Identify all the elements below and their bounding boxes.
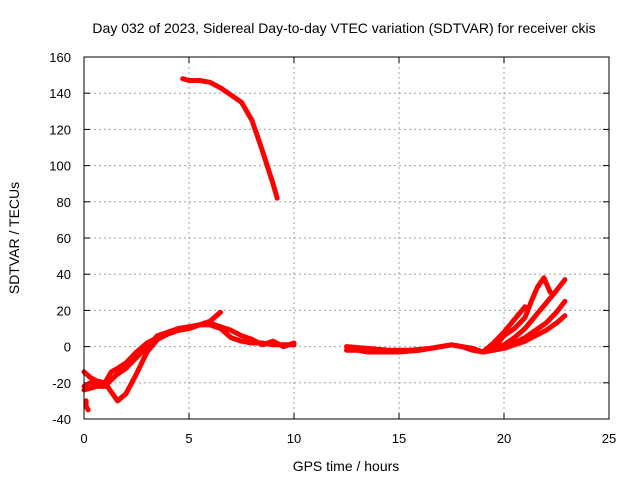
- axis-ticks: 0 5 10 15 20 25 -40 -20 0 20 40 60 80 100 120 140 160: [49, 50, 616, 446]
- x-axis-label: GPS time / hours: [293, 458, 400, 474]
- y-tick-label: 160: [49, 50, 71, 65]
- data-series: [81, 76, 568, 413]
- chart-title: Day 032 of 2023, Sidereal Day-to-day VTE…: [92, 20, 595, 36]
- y-tick-label: -20: [52, 376, 71, 391]
- y-tick-label: -40: [52, 412, 71, 427]
- y-tick-label: 140: [49, 86, 71, 101]
- x-tick-label: 20: [497, 431, 511, 446]
- series-line-track-e: [83, 398, 91, 413]
- series-line-track-a: [180, 76, 280, 201]
- x-tick-label: 0: [80, 431, 87, 446]
- y-tick-label: 60: [57, 231, 71, 246]
- x-tick-label: 5: [185, 431, 192, 446]
- y-tick-label: 100: [49, 159, 71, 174]
- series-line-track-d: [81, 320, 297, 386]
- y-axis-label: SDTVAR / TECUs: [6, 182, 22, 294]
- series-line-track-g: [344, 304, 528, 355]
- y-tick-label: 40: [57, 267, 71, 282]
- grid-lines: [84, 57, 609, 419]
- x-tick-label: 25: [602, 431, 616, 446]
- y-tick-label: 120: [49, 122, 71, 137]
- y-tick-label: 80: [57, 195, 71, 210]
- y-tick-label: 0: [64, 340, 71, 355]
- series-line-track-j: [480, 313, 568, 355]
- plot-frame: [83, 56, 610, 420]
- y-tick-label: 20: [57, 303, 71, 318]
- x-tick-label: 15: [392, 431, 406, 446]
- x-tick-label: 10: [287, 431, 301, 446]
